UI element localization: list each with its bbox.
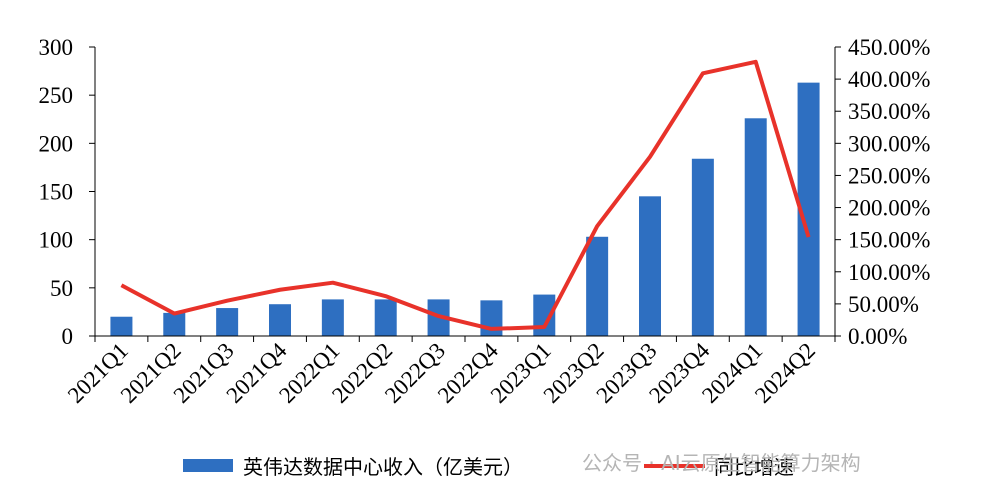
y-right-tick-label: 300.00% [848, 131, 930, 156]
bar-series [110, 82, 820, 336]
legend: 英伟达数据中心收入（亿美元） 同比增速 [183, 455, 794, 479]
y-right-tick-label: 0.00% [848, 324, 907, 349]
legend-label-bar: 英伟达数据中心收入（亿美元） [243, 455, 523, 479]
bar-2023Q4 [691, 158, 714, 336]
y-right-tick-label: 400.00% [848, 67, 930, 92]
y-right-tick-label: 150.00% [848, 228, 930, 253]
bar-2024Q1 [744, 118, 767, 336]
bar-2023Q3 [639, 196, 661, 336]
y-left-tick-label: 0 [62, 324, 74, 349]
y-left-tick-label: 150 [39, 180, 74, 205]
watermark-text: 公众号 · AI云原生智能算力架构 [582, 451, 861, 475]
y-left-tick-label: 100 [39, 228, 74, 253]
line-series [120, 59, 811, 331]
y-right-tick-label: 350.00% [848, 99, 930, 124]
y-right-tick-label: 50.00% [848, 292, 919, 317]
bar-2023Q2 [586, 236, 609, 336]
bar-2021Q2 [163, 312, 186, 336]
bar-2024Q2 [797, 82, 820, 336]
growth-line [120, 59, 811, 331]
y-right-tick-label: 450.00% [848, 35, 930, 60]
legend-label-line: 同比增速 [714, 455, 794, 479]
bar-2021Q4 [269, 304, 291, 336]
y-left-tick-label: 50 [50, 276, 73, 301]
bar-2022Q1 [321, 299, 344, 336]
y-right-tick-label: 200.00% [848, 196, 930, 221]
y-left-tick-label: 200 [39, 131, 74, 156]
x-tick-label: 2024Q2 [750, 338, 820, 408]
legend-swatch-bar [183, 459, 233, 472]
axes: 0 50 100 150 200 250 300 0.00% 50.00% 100.00% 150.… [39, 35, 931, 408]
bar-2021Q3 [216, 308, 239, 336]
y-right-tick-label: 100.00% [848, 260, 930, 285]
bar-2022Q2 [374, 299, 397, 336]
y-left-tick-label: 300 [39, 35, 74, 60]
bar-2021Q1 [110, 316, 133, 336]
y-right-tick-label: 250.00% [848, 163, 930, 188]
y-left-tick-label: 250 [39, 83, 74, 108]
